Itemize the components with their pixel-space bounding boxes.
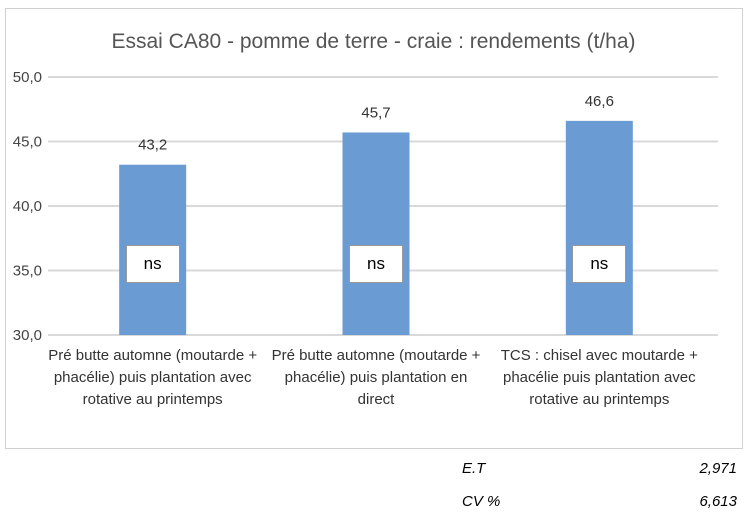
x-category-label: Pré butte automne (moutarde + phacélie) … xyxy=(271,347,481,408)
y-tick-label: 35,0 xyxy=(13,263,42,280)
stat-value-cv: 6,613 xyxy=(699,493,737,510)
y-tick-label: 50,0 xyxy=(13,69,42,86)
stat-label-et: E.T xyxy=(462,460,486,477)
significance-annotation: ns xyxy=(125,244,180,283)
data-label: 46,6 xyxy=(585,93,614,110)
stat-label-cv: CV % xyxy=(462,493,501,510)
y-tick-label: 30,0 xyxy=(13,327,42,344)
bar xyxy=(565,120,633,335)
x-category-label: TCS : chisel avec moutarde + phacélie pu… xyxy=(500,347,698,408)
significance-annotation: ns xyxy=(572,244,627,283)
y-tick-label: 40,0 xyxy=(13,198,42,215)
chart-frame xyxy=(5,8,743,449)
data-label: 45,7 xyxy=(361,104,390,121)
chart-title: Essai CA80 - pomme de terre - craie : re… xyxy=(111,30,636,53)
significance-annotation: ns xyxy=(349,244,403,283)
data-label: 43,2 xyxy=(138,137,167,154)
x-category-label: Pré butte automne (moutarde + phacélie) … xyxy=(48,347,258,408)
y-tick-label: 45,0 xyxy=(13,134,42,151)
stat-value-et: 2,971 xyxy=(699,460,737,477)
bar xyxy=(342,132,410,335)
